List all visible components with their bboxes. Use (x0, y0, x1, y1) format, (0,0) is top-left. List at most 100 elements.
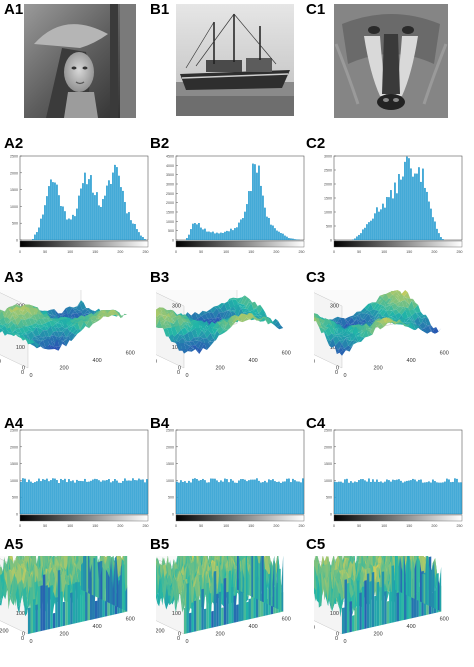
surface-facet (346, 333, 354, 341)
histogram-bar (196, 224, 198, 241)
surface-facet (16, 564, 22, 574)
surface-facet (358, 337, 365, 342)
surface-facet (344, 334, 351, 338)
surface-front-face (42, 574, 46, 631)
surface-facet (201, 329, 209, 334)
surface-facet (401, 290, 408, 297)
histogram-bar (220, 480, 222, 515)
histogram-bar (136, 229, 138, 241)
y-tick-label: 200 (314, 359, 315, 365)
histogram-bar (280, 482, 282, 515)
surface-facet (27, 311, 35, 318)
x-tick-label: 200 (59, 632, 68, 638)
surface-facet (53, 314, 60, 321)
histogram-bar (102, 199, 104, 241)
surface-facet (338, 334, 345, 338)
y-tick-label: 2500 (166, 192, 174, 196)
histogram-bar (408, 158, 410, 241)
surface-front-face (30, 587, 33, 634)
histogram-bar (226, 479, 228, 515)
surface-facet (365, 311, 373, 316)
surface-facet (78, 325, 86, 331)
histogram-bar (280, 233, 282, 241)
x-tick-label: 200 (59, 366, 68, 372)
y-tick-label: 2500 (10, 429, 18, 433)
histogram-bar (256, 172, 258, 241)
histogram-bar (370, 220, 372, 241)
surface-facet (24, 561, 29, 594)
surface-facet (232, 566, 237, 602)
surface-facet (185, 341, 192, 346)
surface-facet (368, 313, 375, 319)
histogram-bar (422, 168, 424, 241)
histogram-bar (404, 161, 406, 241)
surface-facet (49, 314, 56, 317)
surface-facet (388, 556, 392, 565)
histogram-bar (364, 480, 366, 515)
surface-facet (314, 313, 321, 318)
surface-facet (341, 331, 349, 337)
surface-facet (215, 311, 222, 320)
histogram-bar (216, 480, 218, 515)
surface-facet (7, 320, 14, 330)
surface-side-face (244, 556, 246, 594)
surface-facet (383, 299, 391, 308)
y-tick-label: 1000 (166, 479, 174, 483)
surface-facet (228, 321, 235, 328)
histogram-bar (430, 208, 432, 241)
surface-facet (77, 315, 84, 321)
histogram-bar (200, 479, 202, 515)
surface-facet (52, 323, 59, 329)
z-tick-label: 0 (336, 366, 339, 372)
histogram-bar (98, 205, 100, 241)
histogram-bar (434, 221, 436, 241)
histogram-bar (74, 216, 76, 241)
surface-facet (250, 315, 257, 321)
x-tick-label: 250 (142, 250, 148, 254)
y-tick-label: 1500 (324, 197, 332, 201)
histogram-bar (424, 482, 426, 515)
surface-facet (41, 322, 49, 328)
surface-facet (325, 327, 332, 337)
surface-facet (55, 343, 63, 351)
histogram-bar (244, 211, 246, 241)
surface-facet (86, 318, 93, 329)
panel-label-c3: C3 (306, 269, 326, 286)
surface-facet (247, 313, 254, 320)
surface-side-face (93, 558, 96, 597)
histogram-bar (236, 227, 238, 241)
surface-facet (332, 336, 340, 346)
surface-facet (404, 292, 411, 299)
surface-facet (392, 309, 400, 315)
y-tick-label: 0 (16, 239, 18, 243)
surface-facet (13, 323, 21, 328)
histogram-bar (220, 232, 222, 241)
surface-facet (247, 302, 254, 312)
histogram-bar (88, 481, 90, 515)
surface-facet (36, 344, 44, 349)
surface-facet (80, 321, 87, 330)
histogram-bar (142, 237, 144, 241)
histogram-bar (110, 482, 112, 515)
panel-label-c1: C1 (306, 1, 326, 18)
surface-facet (8, 579, 13, 610)
surface-facet (120, 313, 128, 319)
histogram-bar (286, 478, 288, 515)
histogram-bar (284, 481, 286, 515)
surface-facet (404, 322, 411, 327)
histogram-bar (232, 480, 234, 515)
surface-facet (58, 312, 65, 316)
surface-facet (341, 326, 349, 330)
histogram-bar (410, 168, 412, 241)
surface-facet (6, 315, 13, 324)
surface-plot-c5: 010020030002004006004002000 (314, 556, 449, 645)
surface-facet (159, 319, 166, 329)
z-tick-label: 0 (178, 632, 181, 638)
surface-facet (167, 316, 174, 324)
surface-facet (21, 309, 28, 315)
histogram-bar (380, 209, 382, 241)
surface-facet (224, 301, 231, 311)
surface-facet (392, 319, 400, 324)
